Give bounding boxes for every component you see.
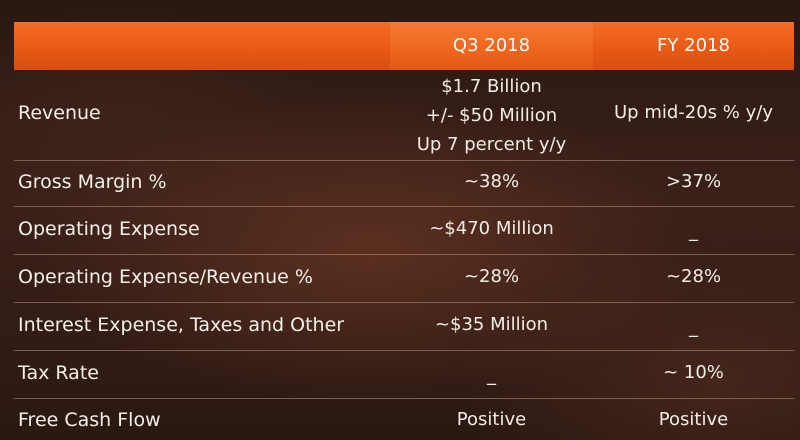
opex-revenue-fy-cell: ~28% — [665, 266, 722, 287]
row-label: Interest Expense, Taxes and Other — [18, 314, 345, 336]
interest-taxes-q3-cell: ~$35 Million — [434, 314, 549, 335]
table-row-tax-rate: Tax Rate _ ~ 10% — [14, 351, 794, 398]
revenue-q3-cell: $1.7 Billion +/- $50 Million Up 7 percen… — [390, 72, 593, 159]
gross-margin-q3-cell: ~38% — [463, 171, 520, 192]
row-divider — [14, 350, 794, 351]
free-cash-flow-q3-cell: Positive — [456, 409, 527, 430]
revenue-q3-range: +/- $50 Million — [425, 105, 558, 126]
tax-rate-q3-cell: _ — [487, 365, 496, 386]
table-row-free-cash-flow: Free Cash Flow Positive Positive — [14, 399, 794, 440]
table-header: Q3 2018 FY 2018 — [14, 22, 794, 70]
opex-revenue-q3-cell: ~28% — [463, 266, 520, 287]
revenue-fy-cell: Up mid-20s % y/y — [614, 102, 773, 123]
row-label: Operating Expense/Revenue % — [18, 266, 313, 288]
revenue-q3-amount: $1.7 Billion — [441, 76, 542, 97]
operating-expense-fy-cell: _ — [689, 221, 698, 242]
column-header-fy-2018: FY 2018 — [657, 35, 730, 56]
row-label: Free Cash Flow — [18, 409, 161, 431]
row-label: Operating Expense — [18, 218, 200, 240]
row-divider — [14, 160, 794, 161]
table-row-opex-revenue: Operating Expense/Revenue % ~28% ~28% — [14, 255, 794, 302]
row-label: Tax Rate — [18, 362, 99, 384]
free-cash-flow-fy-cell: Positive — [658, 409, 729, 430]
row-divider — [14, 254, 794, 255]
gross-margin-fy-cell: >37% — [665, 171, 722, 192]
column-header-q3-2018: Q3 2018 — [390, 22, 593, 70]
row-divider — [14, 398, 794, 399]
row-label: Gross Margin % — [18, 171, 167, 193]
row-label: Revenue — [18, 102, 101, 124]
row-divider — [14, 206, 794, 207]
table-row-revenue: Revenue $1.7 Billion +/- $50 Million Up … — [14, 72, 794, 160]
revenue-q3-growth: Up 7 percent y/y — [416, 134, 567, 155]
table-row-operating-expense: Operating Expense ~$470 Million _ — [14, 207, 794, 254]
table-row-interest-taxes-other: Interest Expense, Taxes and Other ~$35 M… — [14, 303, 794, 350]
row-divider — [14, 302, 794, 303]
tax-rate-fy-cell: ~ 10% — [663, 362, 724, 383]
table-row-gross-margin: Gross Margin % ~38% >37% — [14, 161, 794, 206]
interest-taxes-fy-cell: _ — [689, 317, 698, 338]
operating-expense-q3-cell: ~$470 Million — [429, 218, 554, 239]
